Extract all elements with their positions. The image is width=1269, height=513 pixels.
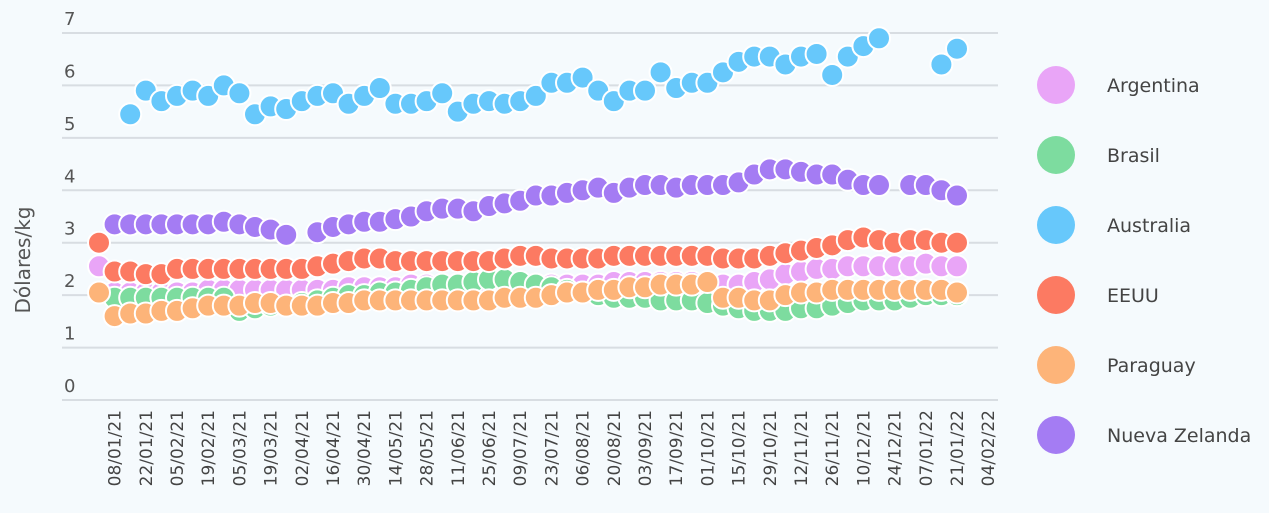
x-tick-label: 15/10/21 — [730, 410, 750, 486]
x-tick-label: 20/08/21 — [605, 410, 625, 486]
x-tick-label: 09/07/21 — [511, 410, 531, 486]
y-tick-label: 5 — [64, 114, 75, 135]
legend-label: Paraguay — [1107, 355, 1196, 377]
y-tick-label: 7 — [64, 9, 75, 30]
point — [945, 36, 969, 61]
x-tick-label: 23/07/21 — [542, 410, 562, 486]
x-tick-label: 24/12/21 — [886, 410, 906, 486]
point — [945, 280, 969, 305]
x-tick-label: 21/01/22 — [948, 410, 968, 486]
y-tick-label: 2 — [64, 271, 75, 292]
point — [929, 52, 954, 77]
legend-swatch — [1037, 416, 1075, 454]
legend-swatch — [1037, 66, 1075, 104]
point — [118, 102, 143, 127]
legend-swatch — [1037, 136, 1075, 174]
x-tick-label: 05/03/21 — [230, 410, 250, 486]
legend-label: Brasil — [1107, 145, 1160, 167]
x-tick-label: 26/11/21 — [823, 410, 843, 486]
point — [523, 83, 548, 108]
point — [430, 81, 455, 106]
point — [87, 230, 111, 255]
point — [867, 26, 891, 51]
x-tick-label: 10/12/21 — [854, 410, 874, 486]
x-tick-label: 14/05/21 — [386, 410, 406, 486]
point — [367, 76, 392, 101]
x-tick-label: 08/01/21 — [106, 410, 126, 486]
x-tick-label: 02/04/21 — [293, 410, 313, 486]
point — [570, 65, 595, 90]
point — [87, 280, 111, 305]
y-tick-label: 3 — [64, 219, 75, 240]
x-tick-label: 05/02/21 — [168, 410, 188, 486]
legend-label: Nueva Zelanda — [1107, 425, 1251, 447]
point — [695, 270, 720, 295]
x-tick-label: 25/06/21 — [480, 410, 500, 486]
y-axis-label: Dólares/kg — [11, 207, 35, 314]
x-tick-label: 01/10/21 — [698, 410, 718, 486]
legend-label: Australia — [1107, 215, 1191, 237]
y-tick-label: 0 — [64, 376, 75, 397]
x-tick-label: 19/02/21 — [199, 410, 219, 486]
y-tick-label: 4 — [64, 166, 75, 187]
x-tick-label: 16/04/21 — [324, 410, 344, 486]
legend-swatch — [1037, 206, 1075, 244]
point — [945, 183, 969, 208]
x-tick-label: 03/09/21 — [636, 410, 656, 486]
x-tick-label: 17/09/21 — [667, 410, 687, 486]
y-tick-label: 6 — [64, 61, 75, 82]
x-tick-label: 04/02/22 — [979, 410, 999, 486]
x-tick-label: 07/01/22 — [917, 410, 937, 486]
y-tick-label: 1 — [64, 324, 75, 345]
point — [804, 41, 829, 66]
legend-label: EEUU — [1107, 285, 1159, 307]
x-tick-label: 06/08/21 — [574, 410, 594, 486]
point — [274, 222, 299, 247]
legend-swatch — [1037, 276, 1075, 314]
legend-swatch — [1037, 346, 1075, 384]
point — [867, 173, 891, 198]
point — [648, 60, 673, 85]
x-tick-label: 22/01/21 — [137, 410, 157, 486]
point — [633, 78, 657, 103]
point — [945, 254, 969, 279]
legend-label: Argentina — [1107, 75, 1200, 97]
point — [227, 81, 252, 106]
x-tick-label: 28/05/21 — [418, 410, 438, 486]
x-tick-label: 11/06/21 — [449, 410, 469, 486]
x-tick-label: 12/11/21 — [792, 410, 812, 486]
x-tick-label: 29/10/21 — [761, 410, 781, 486]
x-tick-label: 19/03/21 — [262, 410, 282, 486]
point — [820, 62, 845, 87]
point — [945, 230, 969, 255]
x-tick-label: 30/04/21 — [355, 410, 375, 486]
